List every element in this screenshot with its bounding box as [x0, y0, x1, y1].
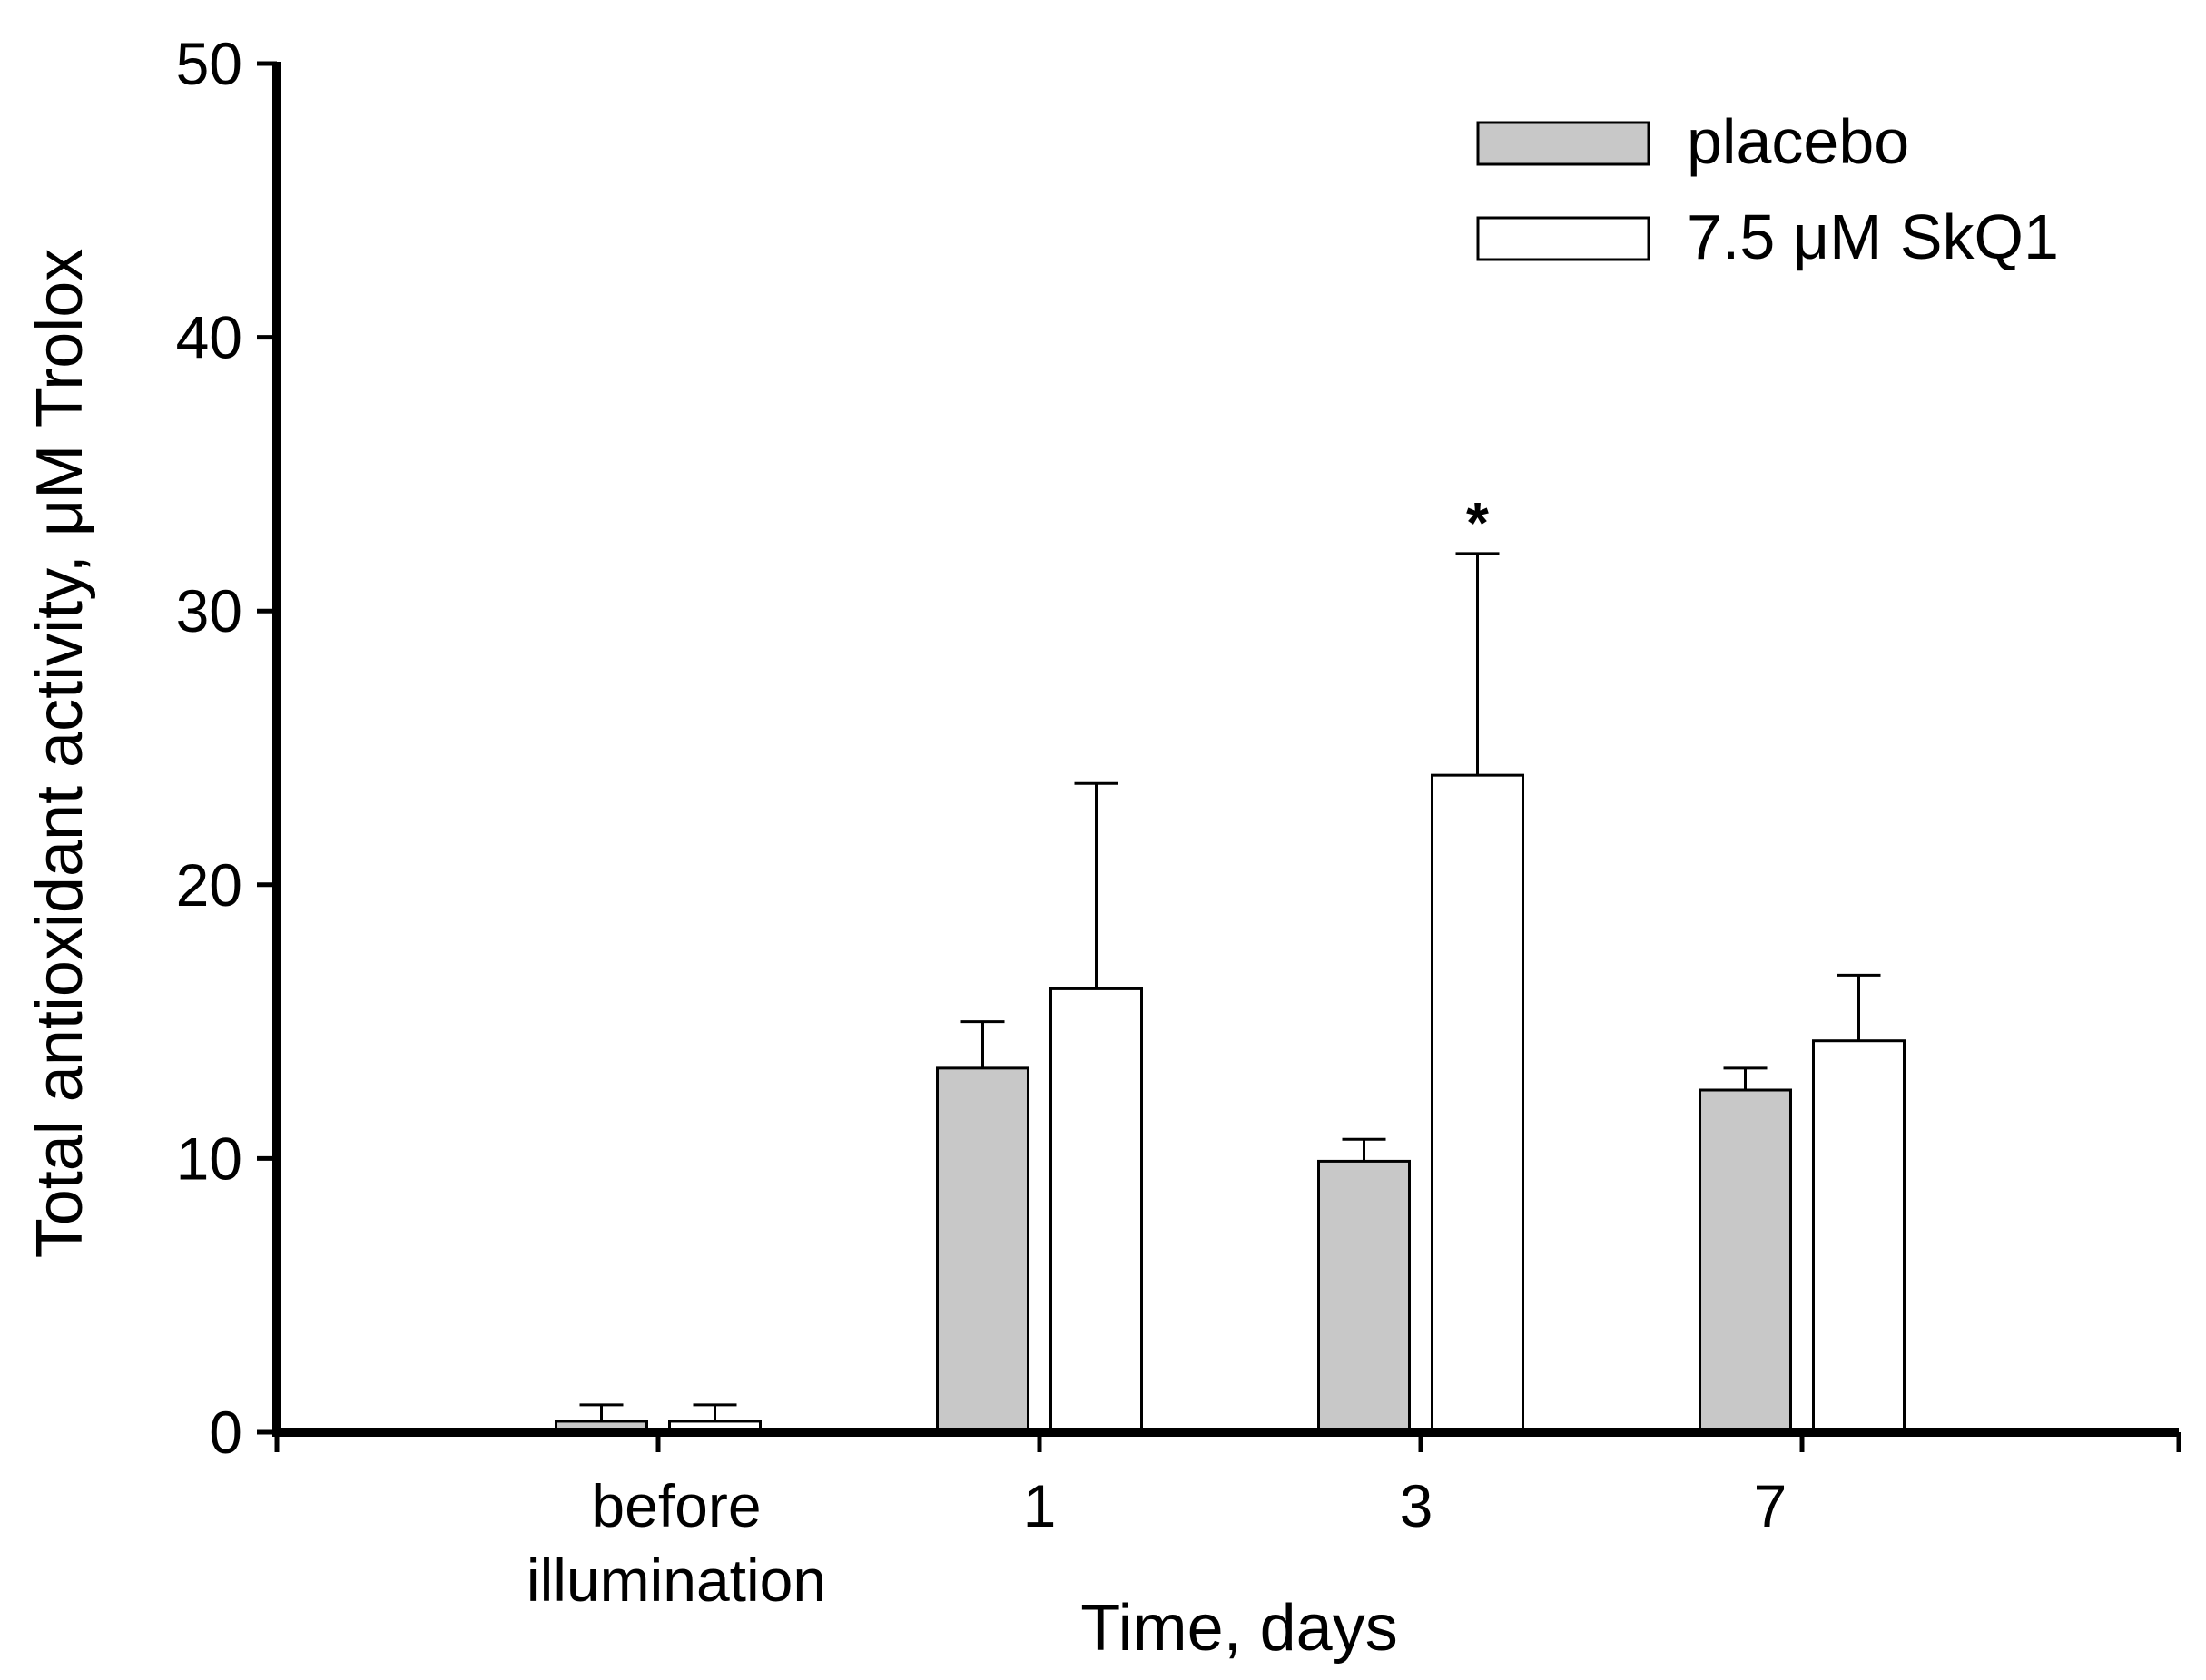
ticks-layer: 0 10 20 30 40 50 before illumination 1 3 7	[176, 30, 2181, 1614]
y-tick-label-5: 50	[176, 30, 242, 97]
legend-swatch-0	[1476, 121, 1650, 166]
legend: placebo 7.5 μM SkQ1	[1476, 106, 2059, 272]
y-tick-label-2: 20	[176, 851, 242, 919]
bars-layer	[555, 773, 1906, 1434]
y-tick-label-4: 40	[176, 304, 242, 371]
bar-skq1-1	[1049, 987, 1143, 1434]
bar-placebo-2	[1317, 1159, 1411, 1434]
error-bars-layer	[579, 552, 1881, 1421]
annotations-layer: *	[1466, 490, 1489, 555]
y-axis-title: Total antioxidant activity, μM Trolox	[24, 249, 96, 1259]
x-tick-label-2: 3	[1400, 1472, 1433, 1539]
legend-swatch-1	[1476, 216, 1650, 261]
y-tick-label-3: 30	[176, 577, 242, 644]
x-tick-label-1: 1	[1023, 1472, 1057, 1539]
significance-marker-0: *	[1466, 490, 1489, 555]
bar-placebo-3	[1699, 1088, 1792, 1434]
x-tick-label-0-line-1: illumination	[527, 1547, 826, 1614]
x-tick-label-0-line-0: before	[591, 1472, 761, 1539]
x-axis-title: Time, days	[1080, 1592, 1397, 1665]
bar-placebo-1	[936, 1066, 1029, 1434]
y-tick-label-1: 10	[176, 1125, 242, 1192]
bar-skq1-3	[1812, 1039, 1906, 1434]
y-tick-label-0: 0	[209, 1399, 242, 1466]
legend-label-1: 7.5 μM SkQ1	[1687, 201, 2059, 272]
bar-skq1-2	[1431, 773, 1524, 1434]
axes-layer	[272, 62, 2179, 1437]
legend-label-0: placebo	[1687, 106, 1909, 177]
x-tick-label-3: 7	[1754, 1472, 1787, 1539]
